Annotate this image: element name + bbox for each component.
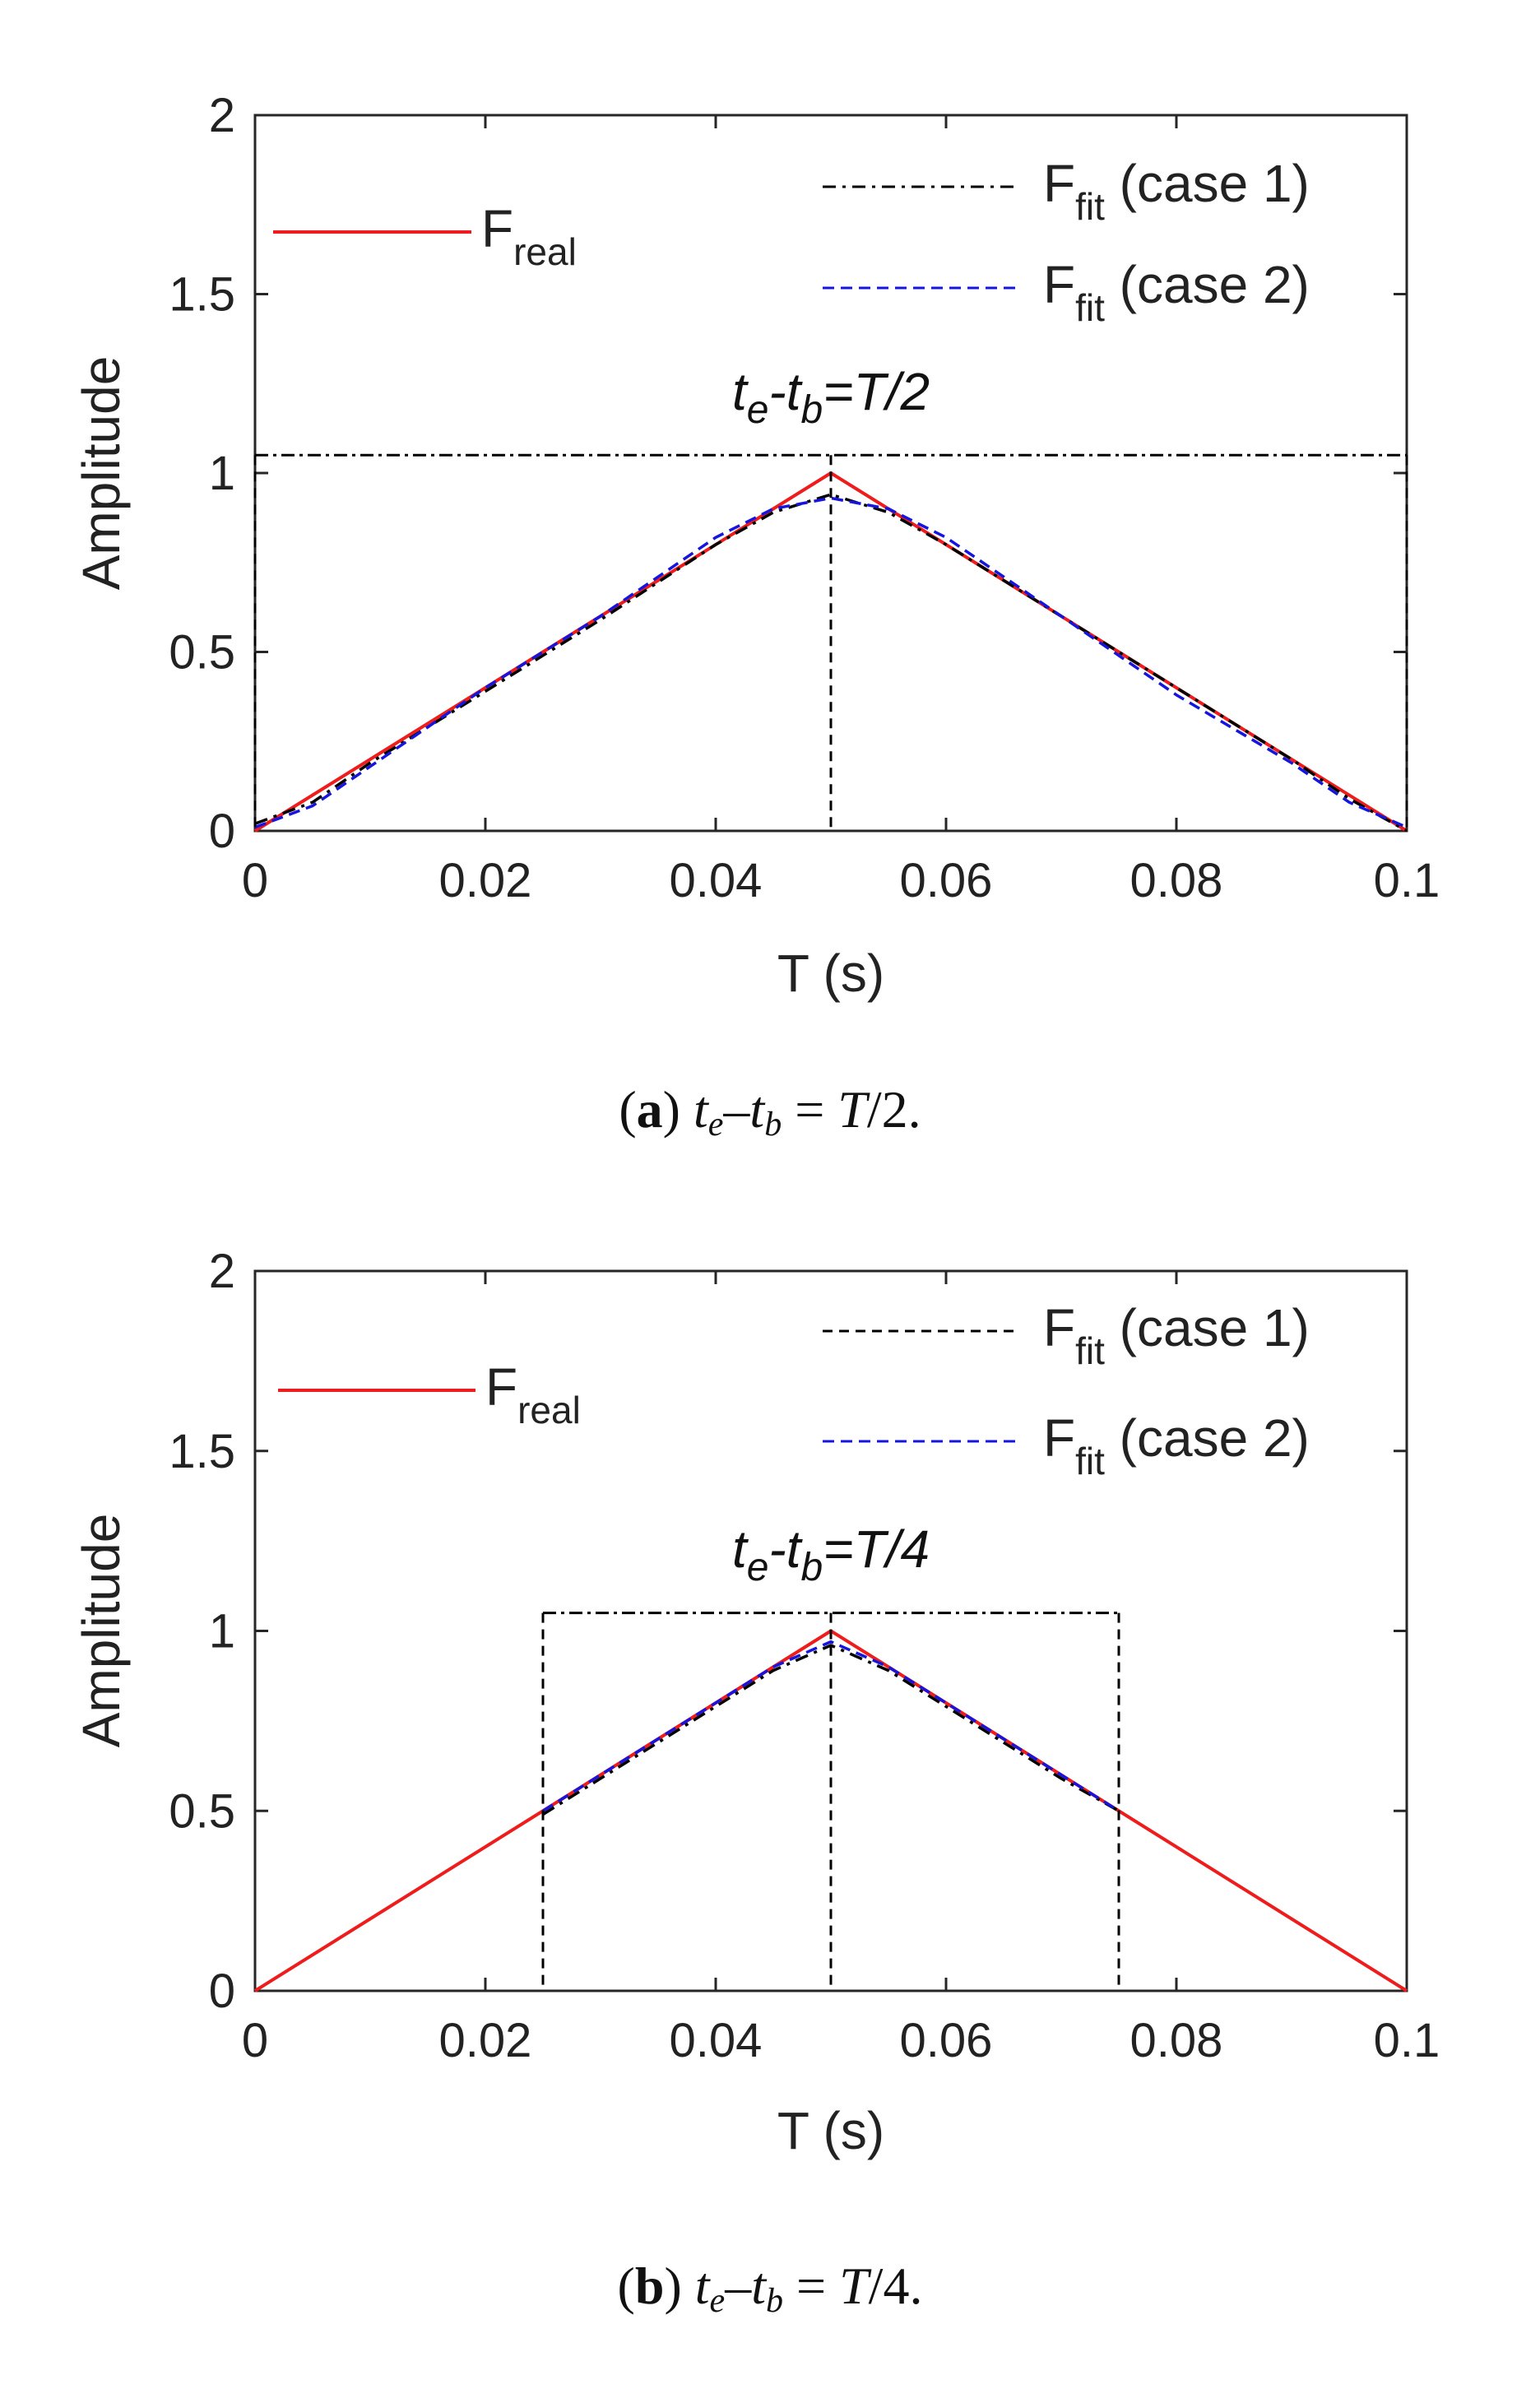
y-axis-label: Amplitude: [72, 1514, 131, 1748]
x-tick-label: 0.02: [439, 854, 532, 907]
x-tick-group: 0 0.02 0.04 0.06 0.08 0.1: [242, 115, 1440, 907]
x-tick-label: 0.06: [900, 854, 993, 907]
series-line-f-fit-case-2-: [542, 1640, 1120, 1812]
legend-label-case2: Ffit (case 2): [1043, 255, 1310, 329]
caption-b: (b) te–tb = T/4.: [618, 2257, 923, 2320]
legend-label-case1: Ffit (case 1): [1043, 154, 1310, 228]
x-tick-label: 0.1: [1374, 2014, 1440, 2067]
y-tick-label: 1: [209, 447, 235, 500]
series-line-f-fit-case-2-: [254, 496, 1408, 829]
y-tick-label: 2: [209, 89, 235, 142]
x-tick-label: 0.06: [900, 2014, 993, 2067]
chart-panel-a: 0 0.02 0.04 0.06 0.08 0.1 0 0.5 1 1.5 2 T (s) Amp…: [72, 89, 1440, 1003]
x-tick-label: 0.08: [1130, 854, 1223, 907]
y-tick-label: 0: [209, 805, 235, 858]
x-axis-label: T (s): [777, 944, 884, 1003]
y-tick-label: 0: [209, 1965, 235, 2018]
y-tick-label: 0.5: [169, 1784, 235, 1838]
y-tick-label: 0.5: [169, 626, 235, 680]
x-tick-label: 0: [242, 854, 268, 907]
y-tick-label: 2: [209, 1245, 235, 1298]
series-line-f-fit-case-1-: [542, 1644, 1120, 1816]
y-tick-label: 1: [209, 1605, 235, 1658]
legend-label-case1: Ffit (case 1): [1043, 1298, 1310, 1372]
x-tick-label: 0.1: [1374, 854, 1440, 907]
y-axis-label: Amplitude: [72, 356, 131, 591]
x-tick-group: 0 0.02 0.04 0.06 0.08 0.1: [242, 1271, 1440, 2067]
caption-a: (a) te–tb = T/2.: [619, 1080, 921, 1143]
y-tick-label: 1.5: [169, 268, 235, 322]
x-tick-label: 0.08: [1130, 2014, 1223, 2067]
window-annotation: te-tb=T/2: [732, 362, 930, 432]
x-tick-label: 0: [242, 2014, 268, 2067]
x-tick-label: 0.04: [670, 2014, 763, 2067]
y-tick-label: 1.5: [169, 1425, 235, 1478]
window-annotation: te-tb=T/4: [732, 1519, 930, 1589]
window-bracket: [541, 1612, 1120, 1991]
x-tick-label: 0.04: [670, 854, 763, 907]
legend-label-case2: Ffit (case 2): [1043, 1408, 1310, 1482]
y-tick-group: 0 0.5 1 1.5 2: [169, 1245, 1407, 2018]
y-tick-group: 0 0.5 1 1.5 2: [169, 89, 1407, 858]
x-tick-label: 0.02: [439, 2014, 532, 2067]
chart-panel-b: 0 0.02 0.04 0.06 0.08 0.1 0 0.5 1 1.5 2 T (s) Amp…: [72, 1245, 1440, 2160]
legend-label-real: Freal: [485, 1357, 581, 1431]
legend-label-real: Freal: [481, 199, 577, 273]
window-bracket: [253, 453, 1408, 831]
x-axis-label: T (s): [777, 2101, 884, 2160]
